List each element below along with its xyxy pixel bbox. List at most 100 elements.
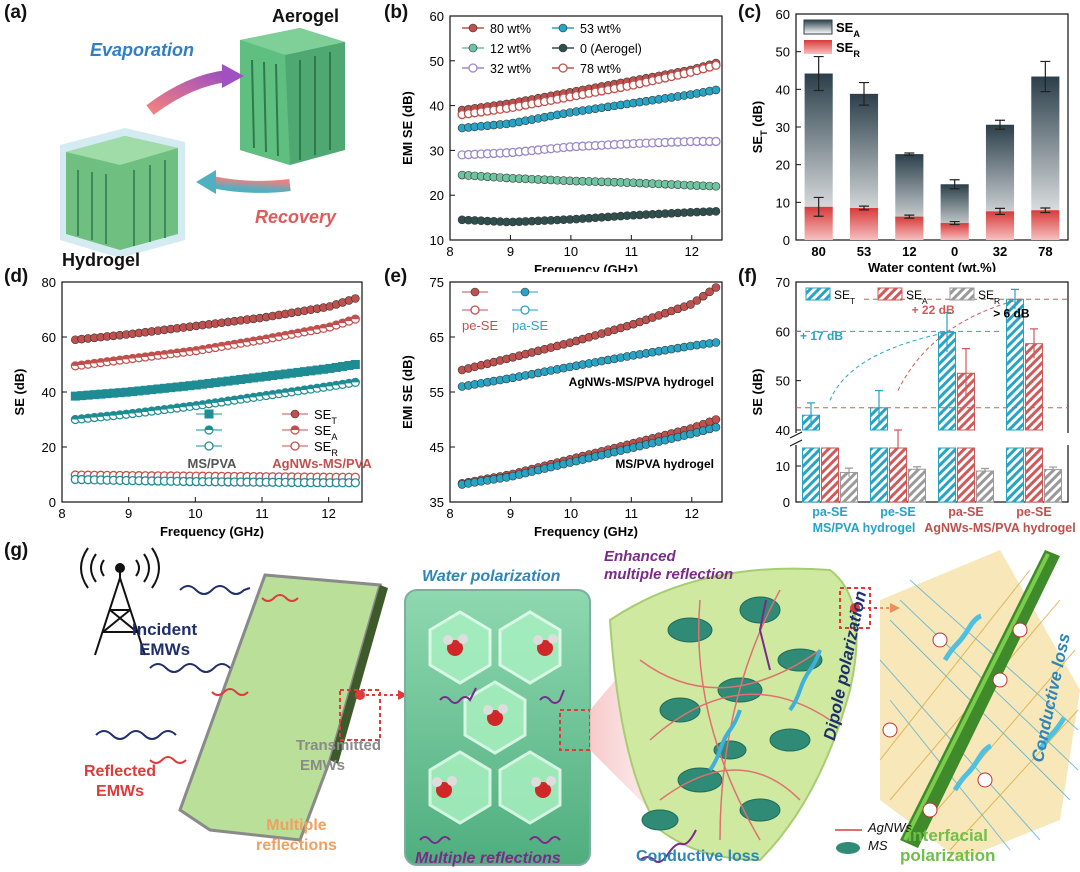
bar-base <box>1025 447 1043 503</box>
data-point <box>711 181 721 191</box>
bar-se-a <box>821 447 839 503</box>
chart-c: 0 10 20 30 40 50 60 80 53 12 0 32 78 Water content (w… <box>750 7 1069 272</box>
annotation-17db: + 17 dB <box>800 329 843 343</box>
legend-label: SEA <box>836 20 860 39</box>
x-axis-label: Frequency (GHz) <box>534 524 638 539</box>
reflected-waves <box>149 594 299 764</box>
x-axis-label: Water content (wt.%) <box>868 260 996 272</box>
bar-se-r <box>940 223 969 240</box>
bar-base <box>1006 447 1024 503</box>
y-tick-label: 20 <box>42 440 56 455</box>
annotation-agnws: AgNWs-MS/PVA hydrogel <box>569 375 714 389</box>
legend-label: 80 wt% <box>490 22 531 36</box>
y-tick-label: 30 <box>776 120 790 135</box>
data-point <box>350 314 360 324</box>
nanowire-zoom <box>879 550 1080 860</box>
evaporation-arrow <box>146 70 229 115</box>
recovery-label: Recovery <box>255 207 337 227</box>
error-bar <box>1011 288 1019 310</box>
interfacial-polarization-label: Interfacial polarization <box>900 826 995 866</box>
error-bar <box>1040 207 1051 214</box>
y-axis-label: SE (dB) <box>750 369 765 416</box>
y-tick-label: 60 <box>776 324 790 339</box>
multiple-reflections-orange-label: Multiple reflections <box>256 816 337 856</box>
y-tick-label: 60 <box>430 9 444 24</box>
legend-marker <box>290 425 300 435</box>
data-point <box>711 207 721 216</box>
y-tick-label: 0 <box>783 233 790 248</box>
data-point <box>692 296 702 305</box>
group-label: MS/PVA hydrogel <box>813 521 916 535</box>
legend-marker <box>204 409 214 419</box>
data-point <box>711 422 721 432</box>
y-axis-label: EMI SE (dB) <box>400 91 415 165</box>
error-bar <box>845 467 853 477</box>
y-tick-label: 50 <box>430 54 444 69</box>
legend-swatch <box>949 287 975 301</box>
data-point <box>698 291 708 301</box>
recovery-arrow <box>210 176 291 193</box>
polarization-text: polarization <box>900 846 996 865</box>
legend-group-label: MS/PVA <box>188 456 237 471</box>
x-tick-label: pa-SE <box>948 505 983 519</box>
series-5 <box>457 60 721 120</box>
bar-base <box>957 447 975 503</box>
legend-label: SET <box>314 407 337 426</box>
incident-emws-text: EMWs <box>139 640 191 659</box>
legend-marker <box>204 441 214 451</box>
y-tick-label: 20 <box>430 188 444 203</box>
series-1 <box>70 314 360 371</box>
legend-group-label: AgNWs-MS/PVA <box>272 456 372 471</box>
x-tick-label: 80 <box>811 244 825 259</box>
x-tick-label: 9 <box>507 244 514 259</box>
legend-marker <box>290 441 300 451</box>
series-1 <box>457 338 721 391</box>
reflected-emws-text: EMWs <box>96 783 145 800</box>
data-point <box>350 478 360 488</box>
data-point <box>350 360 360 369</box>
annotation-mspva: MS/PVA hydrogel <box>615 457 714 471</box>
legend-label: SER <box>836 40 860 59</box>
error-bar <box>813 196 824 217</box>
panel-label-b: (b) <box>384 2 409 23</box>
x-tick-label: 32 <box>993 244 1007 259</box>
agnws-legend-label: AgNWs <box>868 820 913 835</box>
y-tick-label: 10 <box>776 459 790 474</box>
series-2 <box>70 360 360 401</box>
aerogel-label: Aerogel <box>272 6 340 26</box>
y-tick-label: 40 <box>776 423 790 438</box>
series-2 <box>457 170 721 191</box>
legend-swatch-se-a <box>803 19 833 35</box>
y-tick-label: 10 <box>430 233 444 248</box>
y-tick-label: 35 <box>430 495 444 510</box>
y-tick-label: 55 <box>430 385 444 400</box>
legend-label: SEA <box>314 423 338 442</box>
bar-se-r <box>908 468 926 503</box>
bar-se-r <box>1044 469 1062 503</box>
enhanced-text: Enhanced <box>604 548 676 565</box>
y-tick-label: 40 <box>42 385 56 400</box>
error-bar <box>913 466 921 472</box>
bar-base <box>870 447 888 503</box>
error-bar <box>1030 328 1038 359</box>
x-tick-label: 10 <box>188 506 202 521</box>
error-bar <box>1049 466 1057 473</box>
hydrogel-label: Hydrogel <box>62 250 141 270</box>
hydrogel-block-icon <box>60 128 185 258</box>
chart-f: 0 10 40 50 60 70 SE (dB) pa-SE pe-SE pa-SE pe-SE MS… <box>750 275 1076 535</box>
legend-label: SER <box>314 439 338 458</box>
legend-label: 32 wt% <box>490 62 531 76</box>
axis-break <box>790 433 1074 445</box>
x-tick-label: 11 <box>255 506 269 521</box>
annotation-6db: > 6 dB <box>993 307 1030 321</box>
legend-label: 53 wt% <box>580 22 621 36</box>
legend-label: pa-SE <box>512 318 548 333</box>
y-axis-label: SE (dB) <box>12 369 27 416</box>
y-tick-label: 40 <box>430 99 444 114</box>
series-3 <box>457 207 721 227</box>
legend-label: SEA <box>906 288 928 306</box>
plot-frame <box>795 281 1069 503</box>
x-tick-label: 8 <box>58 506 65 521</box>
legend-marker <box>558 63 568 73</box>
bar-base <box>938 447 956 503</box>
